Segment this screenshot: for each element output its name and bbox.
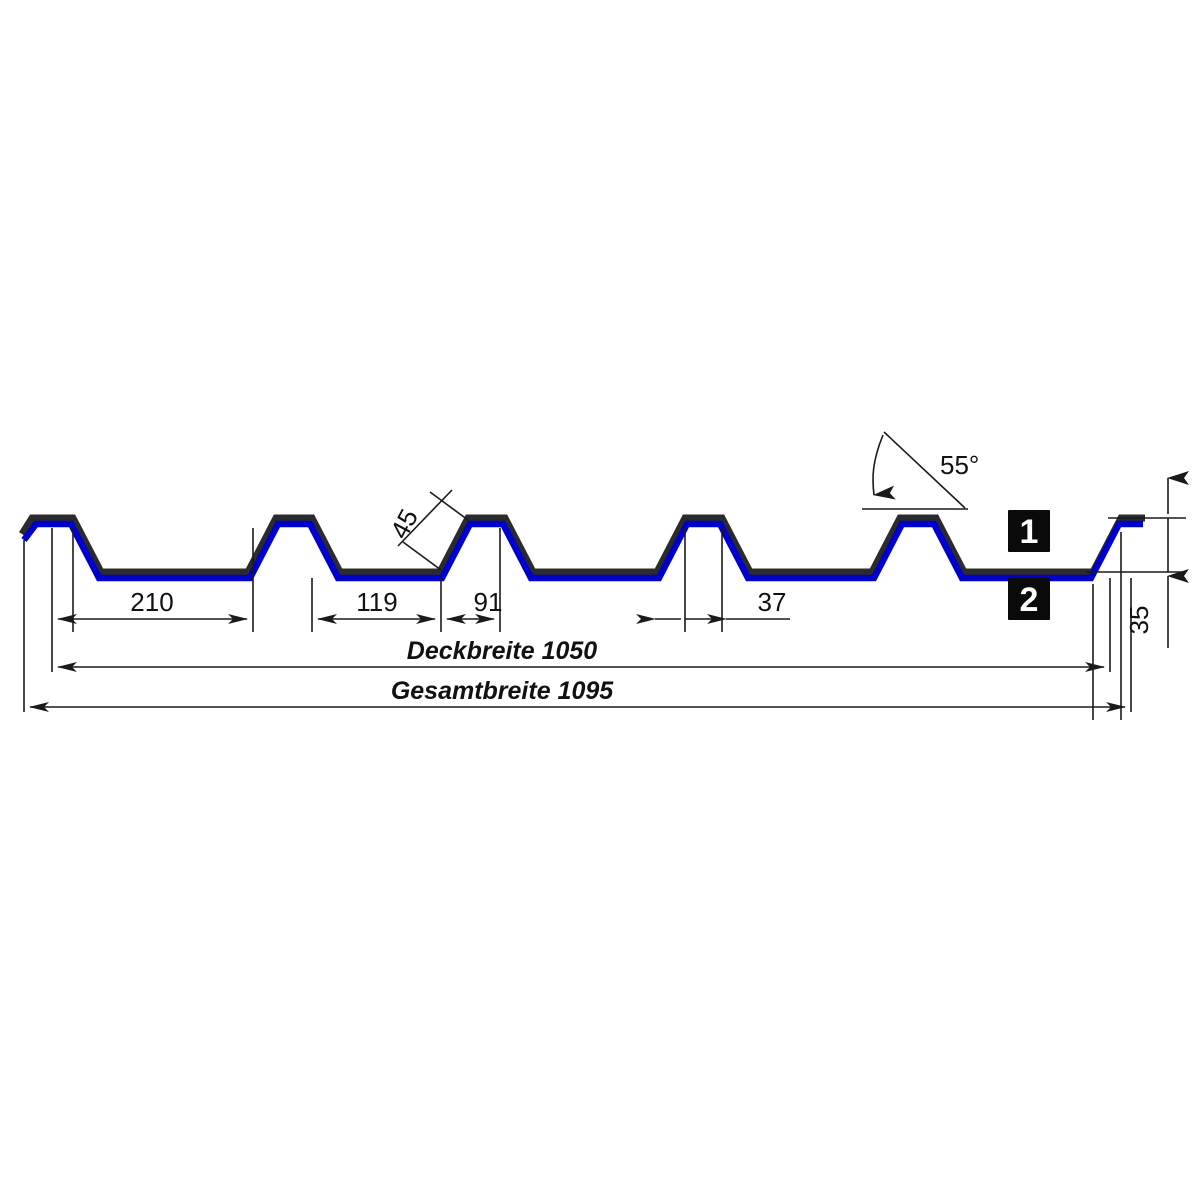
dimension-37: 37: [636, 587, 790, 624]
dimension-210-label: 210: [130, 587, 173, 617]
dimension-35: 35: [1124, 471, 1189, 648]
profile-inner-contour: [21, 520, 1143, 582]
dimension-119-label: 119: [356, 587, 397, 617]
dimension-91: 91: [446, 587, 503, 624]
badge-side-2: 2: [1008, 578, 1050, 620]
dimension-cover-width: Deckbreite 1050: [57, 637, 1105, 672]
badge-2-label: 2: [1020, 581, 1039, 619]
badge-side-1: 1: [1008, 510, 1050, 552]
dimension-210: 210: [57, 587, 248, 624]
dimension-35-label: 35: [1124, 606, 1154, 635]
dimension-overall-width: Gesamtbreite 1095: [29, 677, 1126, 712]
dimension-91-label: 91: [474, 587, 503, 617]
overall-width-label: Gesamtbreite 1095: [391, 677, 614, 705]
cover-width-label: Deckbreite 1050: [407, 637, 598, 665]
badge-2-box: [1008, 578, 1050, 620]
badge-1-box: [1008, 510, 1050, 552]
dimension-37-label: 37: [758, 587, 787, 617]
dimension-119: 119: [317, 587, 436, 624]
profile-outer-contour: [19, 514, 1145, 576]
badge-1-label: 1: [1020, 513, 1039, 551]
dimension-45-label: 45: [384, 504, 424, 544]
dimension-55-degrees-label: 55°: [940, 450, 979, 480]
dimension-55-degrees: 55°: [862, 431, 979, 510]
